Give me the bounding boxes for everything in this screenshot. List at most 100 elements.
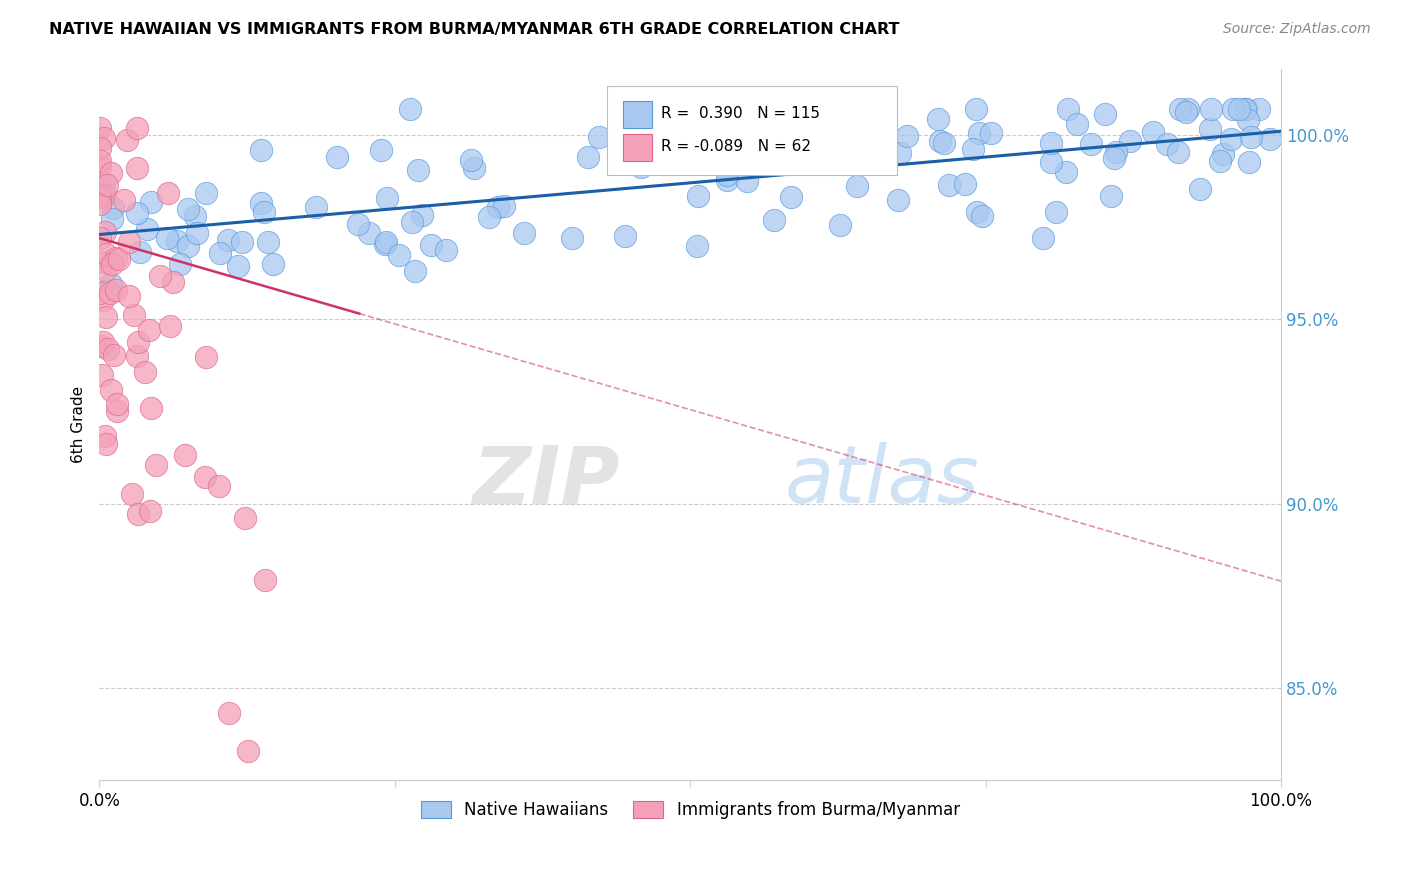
Point — [420, 237, 443, 252]
Point — [828, 219, 851, 233]
Point — [683, 119, 706, 133]
Point — [359, 227, 381, 241]
Point — [94, 225, 117, 239]
FancyBboxPatch shape — [607, 87, 897, 176]
Point — [1209, 154, 1232, 169]
Point — [100, 277, 122, 291]
Point — [100, 257, 122, 271]
Point — [100, 383, 122, 397]
Point — [122, 309, 145, 323]
Point — [1177, 102, 1199, 116]
Point — [125, 350, 148, 364]
Point — [149, 269, 172, 284]
Point — [460, 153, 482, 168]
Point — [492, 199, 515, 213]
Point — [1119, 134, 1142, 148]
Point — [89, 140, 111, 154]
Point — [1258, 132, 1281, 146]
Point — [89, 197, 111, 211]
Point — [844, 125, 866, 139]
Point — [1239, 130, 1261, 145]
Point — [896, 128, 918, 143]
Point — [955, 177, 977, 191]
Point — [231, 235, 253, 249]
Point — [226, 259, 249, 273]
Point — [218, 706, 240, 721]
Text: ZIP: ZIP — [472, 442, 619, 520]
Point — [972, 210, 994, 224]
Point — [770, 147, 793, 161]
Point — [1227, 102, 1250, 116]
Point — [406, 163, 429, 178]
Point — [208, 245, 231, 260]
Point — [780, 190, 803, 204]
Point — [127, 335, 149, 350]
Point — [1142, 126, 1164, 140]
Text: R = -0.089   N = 62: R = -0.089 N = 62 — [661, 139, 811, 154]
Point — [129, 244, 152, 259]
Point — [478, 210, 501, 224]
Point — [253, 205, 276, 219]
Point — [846, 179, 869, 194]
Point — [105, 252, 128, 266]
Point — [1054, 164, 1077, 178]
Point — [91, 334, 114, 349]
Point — [103, 348, 125, 362]
Point — [112, 194, 135, 208]
Point — [375, 191, 398, 205]
Point — [253, 574, 276, 588]
Point — [108, 252, 131, 266]
Point — [156, 231, 179, 245]
Point — [166, 234, 188, 248]
Point — [887, 193, 910, 207]
Point — [399, 102, 422, 116]
Point — [1080, 137, 1102, 152]
Point — [1040, 136, 1063, 150]
Point — [89, 231, 111, 245]
Point — [762, 213, 785, 227]
Point — [374, 237, 396, 252]
Point — [962, 142, 984, 156]
Point — [401, 215, 423, 229]
Point — [249, 143, 271, 157]
Point — [127, 206, 149, 220]
Point — [388, 248, 411, 262]
Point — [1222, 102, 1244, 116]
Point — [967, 126, 990, 140]
Point — [94, 263, 117, 277]
Point — [1188, 182, 1211, 196]
Point — [249, 195, 271, 210]
Point — [98, 286, 121, 301]
Point — [101, 212, 124, 227]
Point — [652, 130, 675, 145]
Point — [193, 470, 215, 484]
Point — [404, 263, 426, 277]
Point — [965, 102, 987, 116]
Point — [980, 126, 1002, 140]
Point — [90, 368, 112, 382]
Point — [104, 283, 127, 297]
Point — [686, 239, 709, 253]
Point — [136, 222, 159, 236]
Point — [1156, 136, 1178, 151]
Y-axis label: 6th Grade: 6th Grade — [72, 386, 86, 463]
Point — [184, 209, 207, 223]
Point — [235, 511, 257, 525]
Point — [138, 504, 160, 518]
Point — [716, 172, 738, 186]
Legend: Native Hawaiians, Immigrants from Burma/Myanmar: Native Hawaiians, Immigrants from Burma/… — [415, 794, 966, 825]
Point — [89, 190, 111, 204]
Point — [177, 239, 200, 253]
Point — [305, 200, 328, 214]
Point — [576, 150, 599, 164]
Point — [716, 168, 738, 182]
Point — [139, 195, 162, 210]
Point — [375, 235, 398, 249]
Point — [134, 366, 156, 380]
Point — [157, 186, 180, 201]
Point — [1057, 102, 1080, 116]
Point — [1094, 107, 1116, 121]
Point — [125, 120, 148, 135]
Point — [90, 339, 112, 353]
FancyBboxPatch shape — [623, 134, 652, 161]
